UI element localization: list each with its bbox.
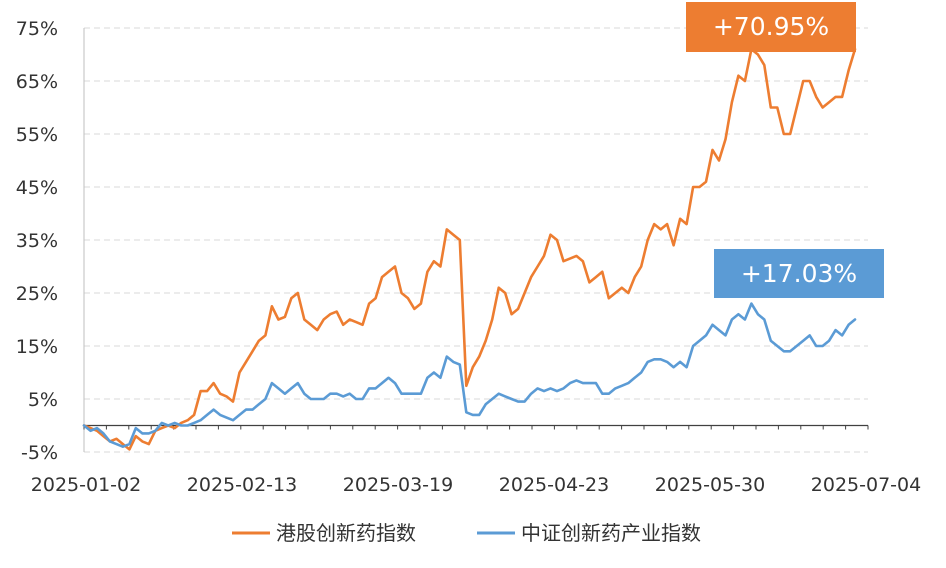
line-hk-index	[82, 47, 857, 451]
legend-label-hk: 港股创新药指数	[276, 521, 416, 545]
y-axis-ticks: -5% 5% 15% 25% 35% 45% 55% 65% 75%	[16, 18, 58, 464]
callout-cn-label: +17.03%	[741, 259, 857, 288]
line-cn-index	[82, 302, 857, 449]
callout-hk-box	[686, 2, 856, 52]
callout-hk-end-value: +70.95%	[686, 2, 856, 52]
x-tick-label: 2025-05-30	[655, 474, 765, 496]
y-tick-label: 35%	[16, 230, 58, 252]
y-tick-label: 65%	[16, 71, 58, 93]
y-tick-label: 25%	[16, 283, 58, 305]
legend: 港股创新药指数 中证创新药产业指数	[232, 521, 701, 545]
legend-label-cn: 中证创新药产业指数	[521, 521, 701, 545]
y-tick-label: 55%	[16, 124, 58, 146]
x-tick-label: 2025-04-23	[499, 474, 609, 496]
callout-cn-box	[714, 249, 884, 298]
x-tick-label: 2025-07-04	[811, 474, 921, 496]
callout-cn-end-value: +17.03%	[714, 249, 884, 298]
y-tick-label: -5%	[21, 442, 58, 464]
y-tick-label: 15%	[16, 336, 58, 358]
x-tick-label: 2025-03-19	[343, 474, 453, 496]
series-lines	[82, 47, 857, 451]
callout-hk-label: +70.95%	[713, 12, 829, 41]
y-tick-label: 45%	[16, 177, 58, 199]
y-tick-label: 75%	[16, 18, 58, 40]
x-axis: 2025-01-02 2025-02-13 2025-03-19 2025-04-23…	[31, 424, 921, 496]
gridlines	[83, 27, 868, 453]
x-tick-label: 2025-01-02	[31, 474, 141, 496]
y-tick-label: 5%	[28, 389, 58, 411]
x-tick-label: 2025-02-13	[187, 474, 297, 496]
